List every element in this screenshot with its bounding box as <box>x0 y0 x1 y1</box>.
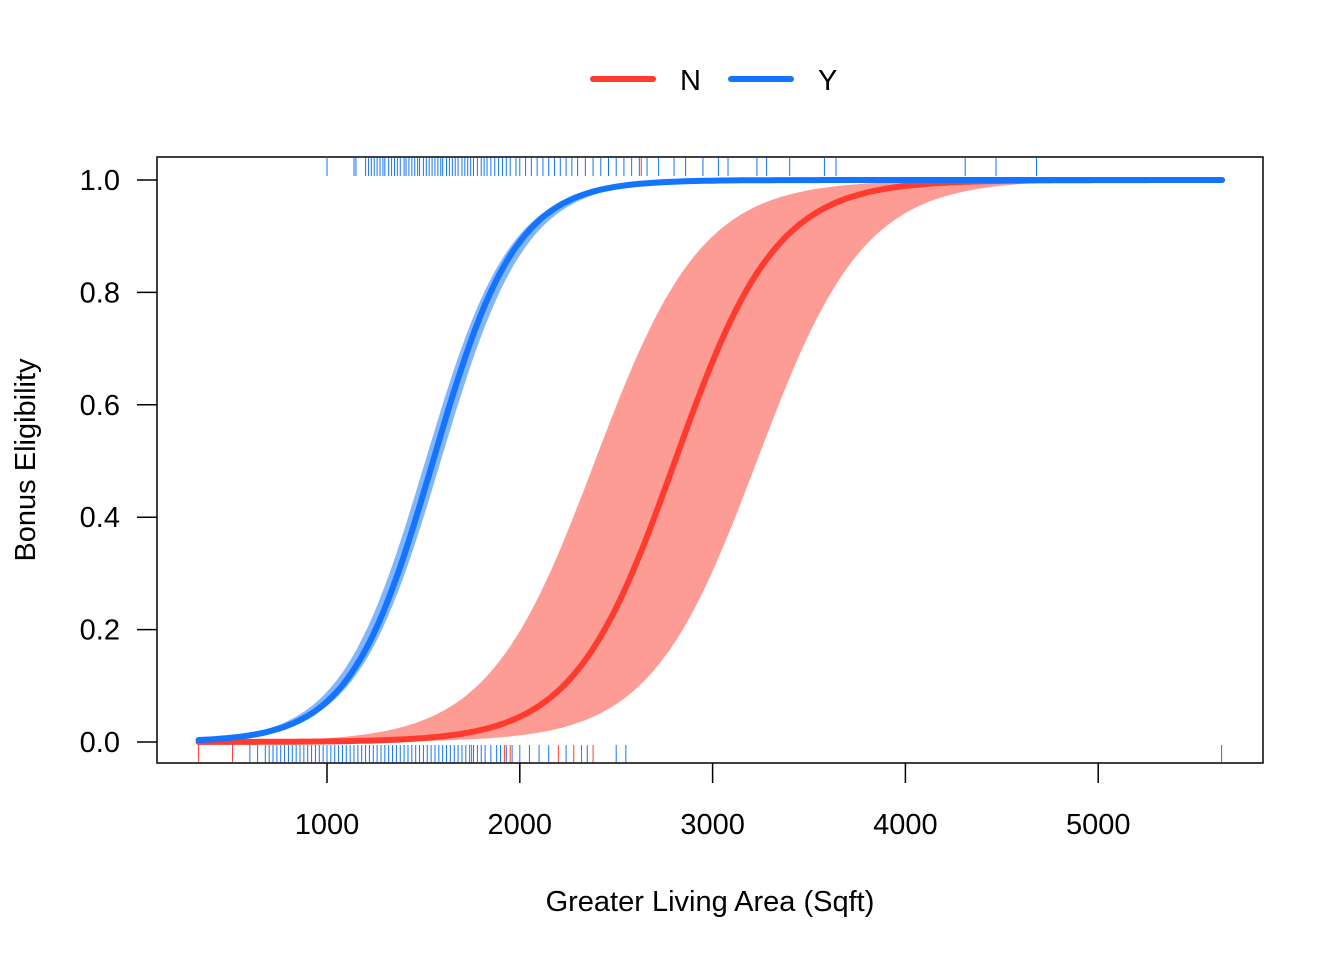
legend-label-N: N <box>680 65 701 97</box>
x-axis-label: Greater Living Area (Sqft) <box>546 886 875 918</box>
x-tick-label: 2000 <box>488 809 553 841</box>
confidence-band-N <box>198 180 1223 742</box>
series-line-Y <box>195 177 1225 743</box>
y-tick-label: 0.8 <box>80 277 120 309</box>
confidence-bands <box>198 180 1223 742</box>
x-tick-label: 5000 <box>1066 809 1131 841</box>
rug-marks <box>198 158 1223 762</box>
x-tick-label: 4000 <box>873 809 938 841</box>
x-tick-label: 1000 <box>295 809 360 841</box>
legend-label-Y: Y <box>818 65 837 97</box>
y-axis-label: Bonus Eligibility <box>10 358 42 562</box>
y-axis: 0.0 0.2 0.4 0.6 0.8 1.0 <box>80 165 157 759</box>
x-tick-label: 3000 <box>680 809 745 841</box>
y-tick-label: 0.0 <box>80 727 120 759</box>
y-tick-label: 0.6 <box>80 390 120 422</box>
plot-frame <box>156 156 1264 764</box>
series-lines <box>195 177 1225 745</box>
y-tick-label: 1.0 <box>80 165 120 197</box>
x-axis: 1000 2000 3000 4000 5000 <box>295 763 1131 841</box>
y-tick-label: 0.4 <box>80 502 120 534</box>
y-tick-label: 0.2 <box>80 615 120 647</box>
